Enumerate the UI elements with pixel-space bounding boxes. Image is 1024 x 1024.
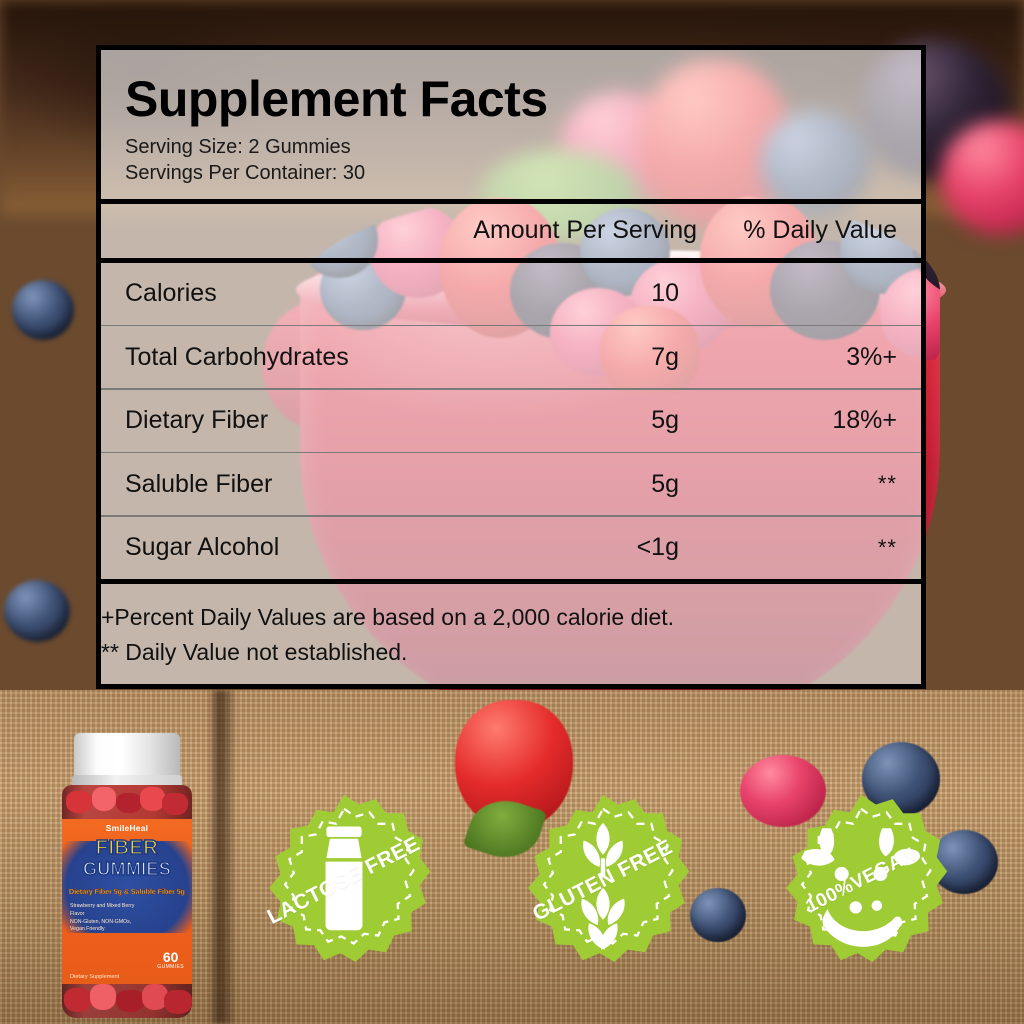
bottle-label: SmileHeal FIBER GUMMIES Dietary Fiber 5g… — [62, 819, 192, 984]
loose-blueberry — [12, 280, 74, 340]
nutrient-name: Dietary Fiber — [125, 406, 269, 435]
badge-vegan: 100%VEGAN — [773, 793, 949, 969]
badge-gluten-free: GLUTEN FREE — [515, 793, 691, 969]
product-title-line-1: FIBER — [95, 836, 159, 860]
divider-thin — [101, 515, 921, 517]
nutrient-amount: <1g — [636, 533, 679, 562]
product-bullet-flavor: Strawberry and Mixed Berry Flavor — [70, 903, 135, 917]
brand-name: SmileHeal — [105, 823, 149, 833]
gummies-visible-top — [62, 785, 192, 821]
nutrient-name: Saluble Fiber — [125, 469, 273, 498]
divider-thick — [101, 198, 921, 204]
loose-blueberry — [930, 830, 998, 894]
gummies-visible-bottom — [62, 978, 192, 1018]
divider-thin — [101, 324, 921, 327]
table-column-headers: Amount Per Serving % Daily Value — [101, 204, 921, 258]
product-claim: Dietary Fiber 5g & Saluble Fiber 5g — [69, 889, 185, 896]
nutrient-name: Sugar Alcohol — [125, 533, 280, 562]
gummy-count: 60 GUMMIES — [157, 950, 184, 970]
nutrient-amount: 10 — [651, 279, 679, 308]
bottle-body: SmileHeal FIBER GUMMIES Dietary Fiber 5g… — [62, 785, 192, 1018]
bottle-cap — [74, 733, 180, 779]
label-blue-burst — [62, 841, 192, 933]
footnote-daily-value-not-established: ** Daily Value not established. — [101, 639, 408, 666]
loose-blueberry — [862, 742, 940, 816]
nutrient-daily-value: ** — [877, 471, 897, 497]
divider-thick — [101, 257, 921, 263]
milk-bottle-icon — [325, 826, 363, 931]
nutrient-amount: 5g — [651, 469, 679, 498]
servings-per-container: Servings Per Container: 30 — [125, 162, 366, 185]
column-header-amount: Amount Per Serving — [473, 216, 697, 245]
product-title-line-2: GUMMIES — [82, 858, 172, 880]
nutrient-daily-value: 3%+ — [846, 342, 897, 371]
badge-lactose-free: LACTOSE FREE — [256, 793, 432, 969]
nutrient-daily-value: ** — [877, 534, 897, 560]
panel-footnotes: +Percent Daily Values are based on a 2,0… — [101, 584, 921, 671]
supplement-facts-panel: Supplement Facts Serving Size: 2 Gummies… — [96, 45, 926, 689]
divider-thin — [101, 451, 921, 454]
panel-header: Supplement Facts Serving Size: 2 Gummies… — [101, 50, 921, 199]
loose-blueberry — [690, 888, 746, 942]
serving-size: Serving Size: 2 Gummies — [125, 136, 351, 158]
footnote-percent-daily-values: +Percent Daily Values are based on a 2,0… — [101, 603, 675, 630]
gummy-count-number: 60 — [162, 949, 179, 965]
badge-scalloped-shape — [528, 794, 690, 962]
loose-raspberry — [740, 755, 826, 827]
nutrient-amount: 7g — [651, 342, 679, 371]
column-header-daily-value: % Daily Value — [743, 216, 897, 245]
page-title: Supplement Facts — [125, 71, 548, 127]
product-bullet-diet: NON-Gluten, NON-GMOs, Vegan Friendly — [70, 918, 132, 933]
nutrient-name: Calories — [125, 279, 217, 308]
nutrient-amount: 5g — [651, 406, 679, 435]
nutrient-row: Calories 10 — [101, 263, 921, 325]
cow-face-icon — [801, 828, 921, 947]
divider-thick — [101, 578, 921, 584]
nutrient-row: Dietary Fiber 5g 18%+ — [101, 390, 921, 452]
nutrient-row: Saluble Fiber 5g ** — [101, 453, 921, 515]
serving-block: Serving Size: 2 Gummies Servings Per Con… — [125, 134, 897, 199]
product-bottle: SmileHeal FIBER GUMMIES Dietary Fiber 5g… — [52, 733, 202, 1018]
divider-thin — [101, 388, 921, 390]
loose-blueberry — [4, 580, 70, 642]
nutrient-name: Total Carbohydrates — [125, 342, 349, 371]
gummy-count-unit: GUMMIES — [157, 964, 184, 970]
nutrient-row: Total Carbohydrates 7g 3%+ — [101, 326, 921, 388]
dietary-supplement-label: Dietary Supplement — [70, 974, 120, 980]
nutrient-row: Sugar Alcohol <1g ** — [101, 517, 921, 579]
nutrient-daily-value: 18%+ — [832, 406, 897, 435]
wheat-grain-icon — [581, 822, 625, 950]
product-bullets: Strawberry and Mixed Berry Flavor NON-Gl… — [70, 903, 144, 934]
background-plank-seam — [208, 690, 234, 1024]
